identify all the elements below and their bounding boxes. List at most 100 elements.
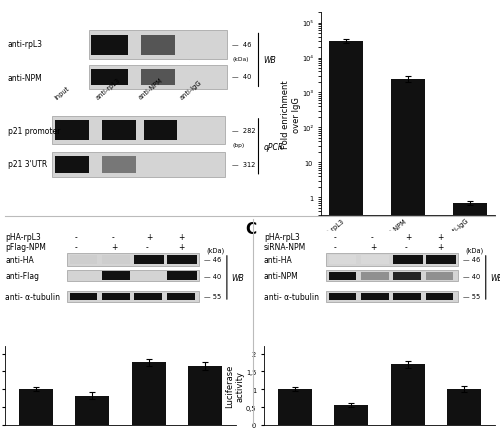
Bar: [394, 272, 421, 280]
Bar: [328, 293, 356, 300]
Bar: [141, 70, 175, 86]
Bar: [447, 389, 481, 425]
Bar: [167, 272, 197, 280]
Bar: [88, 66, 227, 90]
Text: WB: WB: [490, 273, 500, 283]
Text: +: +: [146, 233, 152, 242]
Bar: [326, 291, 458, 302]
Text: +: +: [437, 233, 444, 242]
Text: +: +: [437, 242, 444, 251]
Text: -: -: [333, 242, 336, 251]
Text: -: -: [405, 242, 407, 251]
Text: p21 promoter: p21 promoter: [8, 126, 60, 135]
Text: siRNA-NPM: siRNA-NPM: [264, 242, 306, 251]
Text: anti-IgG: anti-IgG: [179, 79, 203, 100]
Bar: [426, 293, 454, 300]
Bar: [102, 120, 136, 141]
Bar: [326, 253, 458, 266]
Text: -: -: [74, 233, 77, 242]
Bar: [394, 293, 421, 300]
Text: — 40: — 40: [204, 273, 221, 279]
Bar: [54, 120, 88, 141]
Bar: [326, 271, 458, 282]
Text: Input: Input: [54, 85, 70, 100]
Bar: [70, 255, 98, 265]
Text: -: -: [333, 233, 336, 242]
Text: (kDa): (kDa): [232, 57, 249, 62]
Y-axis label: Luciferase
activity: Luciferase activity: [225, 364, 244, 407]
Bar: [167, 255, 197, 265]
Bar: [328, 42, 363, 438]
Text: C: C: [246, 222, 256, 237]
Text: WB: WB: [232, 273, 244, 283]
Bar: [19, 389, 53, 425]
Bar: [102, 255, 130, 265]
Text: anti- α-tubulin: anti- α-tubulin: [5, 292, 60, 301]
Bar: [91, 35, 128, 56]
Text: (bp): (bp): [232, 142, 244, 148]
Text: +: +: [405, 233, 411, 242]
Text: —  46: — 46: [232, 42, 252, 48]
Text: qPCR: qPCR: [264, 142, 284, 152]
Y-axis label: Fold enrichment
over IgG: Fold enrichment over IgG: [281, 80, 300, 149]
Text: — 40: — 40: [462, 273, 480, 279]
Bar: [52, 153, 225, 177]
Text: (kDa): (kDa): [465, 247, 483, 254]
Text: anti-NPM: anti-NPM: [137, 77, 164, 100]
Text: —  40: — 40: [232, 74, 252, 80]
Bar: [54, 157, 88, 173]
Text: — 46: — 46: [204, 257, 221, 263]
Text: -: -: [74, 242, 77, 251]
Bar: [361, 272, 388, 280]
Text: anti-NPM: anti-NPM: [264, 272, 298, 281]
Text: +: +: [178, 242, 184, 251]
Text: +: +: [370, 242, 376, 251]
Text: anti-rpL3: anti-rpL3: [95, 0, 122, 1]
Bar: [134, 293, 162, 300]
Bar: [167, 293, 194, 300]
Bar: [132, 363, 166, 425]
Bar: [102, 293, 130, 300]
Text: — 55: — 55: [462, 294, 480, 300]
Bar: [361, 293, 388, 300]
Bar: [102, 272, 130, 280]
Text: pHA-rpL3: pHA-rpL3: [5, 233, 41, 242]
Text: anti- α-tubulin: anti- α-tubulin: [264, 292, 319, 301]
Text: anti-NPM: anti-NPM: [142, 0, 169, 1]
Bar: [68, 271, 199, 282]
Text: A: A: [0, 0, 12, 2]
Bar: [134, 255, 164, 265]
Text: pHA-rpL3: pHA-rpL3: [264, 233, 300, 242]
Bar: [88, 32, 227, 60]
Bar: [361, 255, 388, 265]
Bar: [68, 291, 199, 302]
Text: p21 3'UTR: p21 3'UTR: [8, 160, 47, 169]
Text: WB: WB: [264, 57, 276, 65]
Bar: [426, 272, 454, 280]
Text: anti-HA: anti-HA: [5, 255, 34, 264]
Text: anti-NPM: anti-NPM: [8, 74, 42, 82]
Bar: [91, 70, 128, 86]
Text: —  282: — 282: [232, 128, 256, 134]
Text: (kDa): (kDa): [206, 247, 225, 254]
Bar: [52, 117, 225, 145]
Bar: [328, 255, 356, 265]
Bar: [188, 366, 222, 425]
Text: -: -: [370, 233, 373, 242]
Bar: [390, 364, 424, 425]
Bar: [144, 120, 178, 141]
Text: anti-rpL3: anti-rpL3: [95, 77, 122, 100]
Text: pFlag-NPM: pFlag-NPM: [5, 242, 46, 251]
Bar: [68, 253, 199, 266]
Bar: [394, 255, 424, 265]
Text: +: +: [112, 242, 117, 251]
Bar: [102, 157, 136, 173]
Text: +: +: [178, 233, 184, 242]
Text: -: -: [146, 242, 148, 251]
Text: -: -: [112, 233, 114, 242]
Text: anti-IgG: anti-IgG: [186, 0, 211, 1]
Bar: [334, 405, 368, 425]
Bar: [278, 389, 312, 425]
Text: anti-HA: anti-HA: [264, 255, 292, 264]
Bar: [76, 396, 110, 425]
